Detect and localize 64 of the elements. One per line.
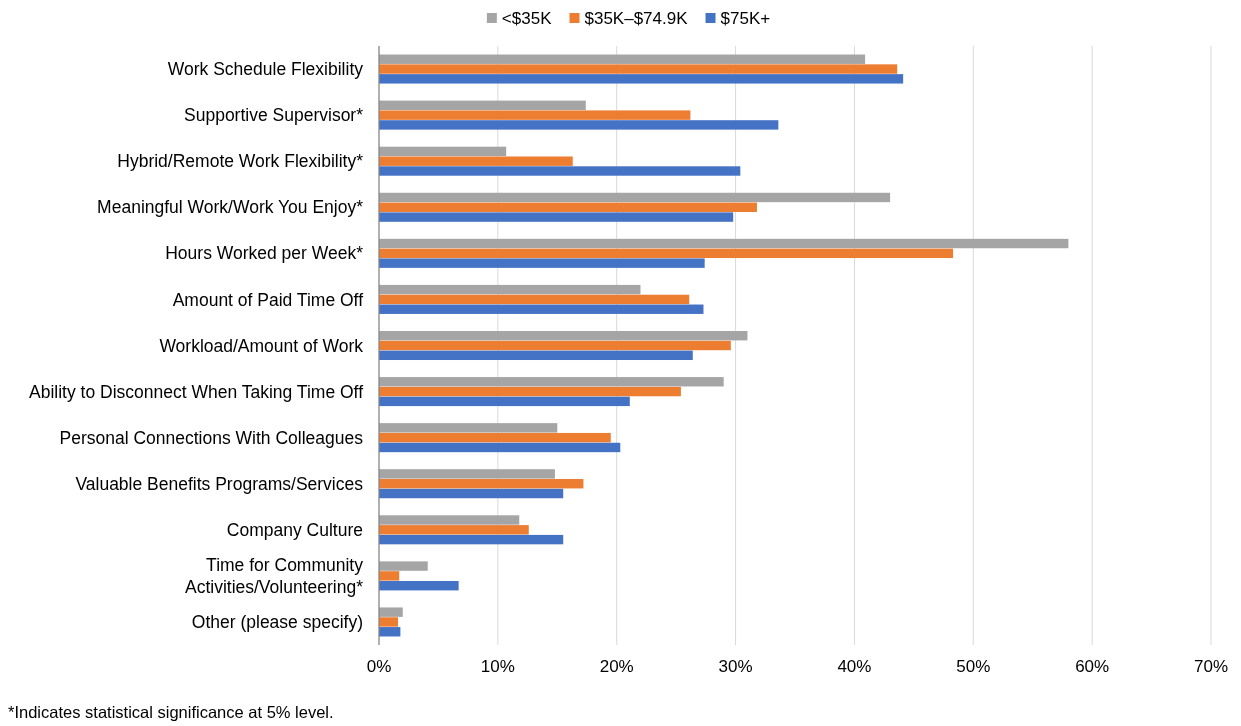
bar [379,607,403,617]
bar [379,377,724,387]
bar [379,294,690,305]
bar [379,442,621,453]
bar [379,469,555,479]
bar [379,479,584,489]
bar [379,423,558,433]
bar [379,120,779,130]
bar [379,534,564,545]
x-tick-label: 50% [956,656,991,676]
bar [379,212,734,222]
bar [379,156,573,166]
legend-label: $75K+ [720,8,771,28]
bar [379,192,891,203]
bar [379,561,428,571]
y-tick-label: Hours Worked per Week* [165,243,364,264]
bar [379,525,529,535]
bar [379,386,681,397]
x-tick-label: 10% [480,656,515,676]
bar [379,488,564,499]
bar [379,396,630,407]
x-tick-label: 40% [837,656,872,676]
bar [379,432,611,443]
bar [379,54,866,64]
bar [379,238,1069,249]
y-tick-label: Personal Connections With Colleagues [59,427,364,448]
y-tick-label: Company Culture [226,519,363,540]
legend-label: $35K–$74.9K [584,8,689,28]
bar [379,258,705,268]
x-tick-label: 60% [1075,656,1110,676]
bar [379,110,691,120]
bar [379,64,898,74]
y-tick-label: Ability to Disconnect When Taking Time Off [29,381,364,402]
y-tick-label: Time for Community Activities/Volunteering* [184,555,364,598]
x-tick-label: 30% [718,656,753,676]
bar [379,515,520,525]
bar [379,202,757,212]
bar [379,304,704,314]
y-tick-label: Work Schedule Flexibility [167,59,364,80]
bar [379,248,954,259]
bar [379,627,401,637]
x-tick-label: 20% [599,656,634,676]
y-tick-label: Supportive Supervisor* [184,105,364,126]
bar [379,284,641,295]
bar [379,571,400,581]
text: *Indicates statistical significance at 5% level. [8,703,334,721]
bar [379,350,693,361]
bar [379,330,748,341]
bar [379,100,586,111]
bar [379,166,741,176]
legend-label: <$35K [501,8,553,28]
x-tick-label: 0% [366,656,392,676]
y-tick-label: Valuable Benefits Programs/Services [75,473,364,494]
bar [379,617,399,627]
x-tick-label: 70% [1193,656,1229,676]
bar [379,74,904,84]
y-tick-label: Workload/Amount of Work [159,335,364,356]
y-tick-label: Amount of Paid Time Off [172,289,364,310]
y-tick-label: Other (please specify) [191,612,363,633]
bar [379,340,731,351]
bar [379,146,507,157]
y-tick-label: Meaningful Work/Work You Enjoy* [97,197,364,218]
y-tick-label: Hybrid/Remote Work Flexibility* [117,151,364,172]
bar [379,580,459,591]
